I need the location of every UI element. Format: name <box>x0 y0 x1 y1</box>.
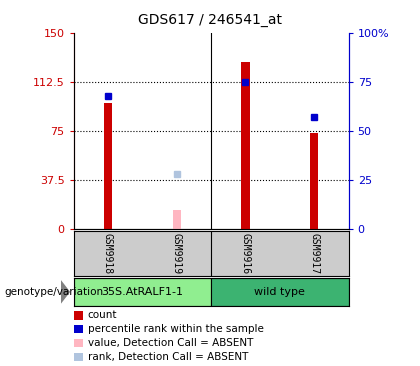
Text: rank, Detection Call = ABSENT: rank, Detection Call = ABSENT <box>88 352 248 362</box>
Text: GDS617 / 246541_at: GDS617 / 246541_at <box>138 13 282 27</box>
Text: percentile rank within the sample: percentile rank within the sample <box>88 324 264 335</box>
Bar <box>104 104 112 229</box>
Text: GSM9917: GSM9917 <box>309 233 319 274</box>
Bar <box>211 278 349 306</box>
Bar <box>74 278 211 306</box>
Text: count: count <box>88 310 117 321</box>
Text: value, Detection Call = ABSENT: value, Detection Call = ABSENT <box>88 338 253 348</box>
Text: genotype/variation: genotype/variation <box>4 287 103 297</box>
Bar <box>173 210 181 229</box>
Text: 35S.AtRALF1-1: 35S.AtRALF1-1 <box>101 287 183 297</box>
Text: GSM9918: GSM9918 <box>103 233 113 274</box>
Text: GSM9919: GSM9919 <box>172 233 182 274</box>
Bar <box>310 134 318 229</box>
Polygon shape <box>61 280 70 304</box>
Bar <box>241 61 249 229</box>
Text: GSM9916: GSM9916 <box>240 233 250 274</box>
Text: wild type: wild type <box>255 287 305 297</box>
